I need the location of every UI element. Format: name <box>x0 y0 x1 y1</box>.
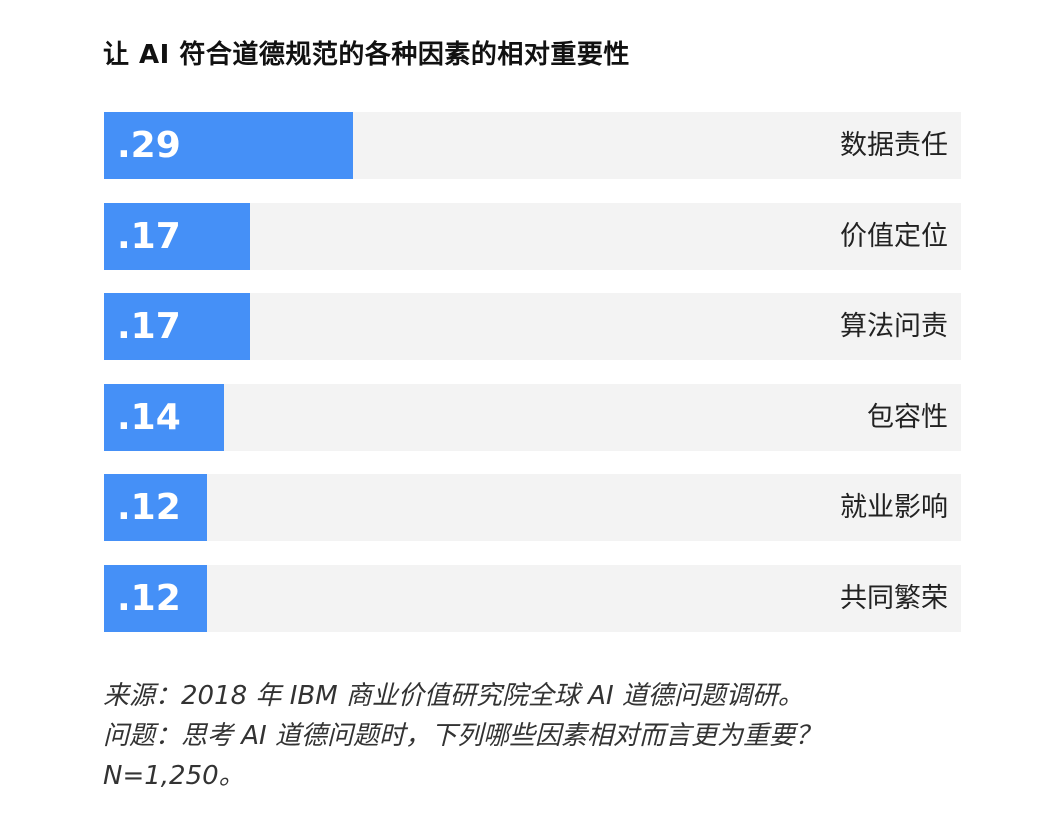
bar-row: .12 共同繁荣 <box>104 565 961 632</box>
chart-title: 让 AI 符合道德规范的各种因素的相对重要性 <box>103 40 630 70</box>
bar-row: .29 数据责任 <box>104 112 961 179</box>
bar-category-label: 算法问责 <box>840 311 948 342</box>
source-note: 来源：2018 年 IBM 商业价值研究院全球 AI 道德问题调研。 <box>103 681 804 711</box>
bar-row: .17 算法问责 <box>104 293 961 360</box>
bar-value-label: .12 <box>117 487 181 528</box>
footnotes: 来源：2018 年 IBM 商业价值研究院全球 AI 道德问题调研。 问题：思考… <box>103 676 821 796</box>
bar-row: .12 就业影响 <box>104 474 961 541</box>
bar-row: .14 包容性 <box>104 384 961 451</box>
bar <box>104 384 224 451</box>
bar-value-label: .29 <box>117 125 181 166</box>
bar-category-label: 包容性 <box>867 402 948 433</box>
bar <box>104 203 250 270</box>
bar-value-label: .12 <box>117 578 181 619</box>
bar <box>104 112 353 179</box>
bar-category-label: 价值定位 <box>840 221 948 252</box>
bar <box>104 474 207 541</box>
bar-category-label: 数据责任 <box>840 130 948 161</box>
bar-category-label: 共同繁荣 <box>840 583 948 614</box>
bar-value-label: .14 <box>117 397 181 438</box>
bar-category-label: 就业影响 <box>840 492 948 523</box>
sample-size-note: N=1,250。 <box>103 761 245 791</box>
bar-value-label: .17 <box>117 306 181 347</box>
bar <box>104 565 207 632</box>
bar-row: .17 价值定位 <box>104 203 961 270</box>
bar <box>104 293 250 360</box>
question-note: 问题：思考 AI 道德问题时，下列哪些因素相对而言更为重要？ <box>103 721 821 751</box>
bar-value-label: .17 <box>117 216 181 257</box>
